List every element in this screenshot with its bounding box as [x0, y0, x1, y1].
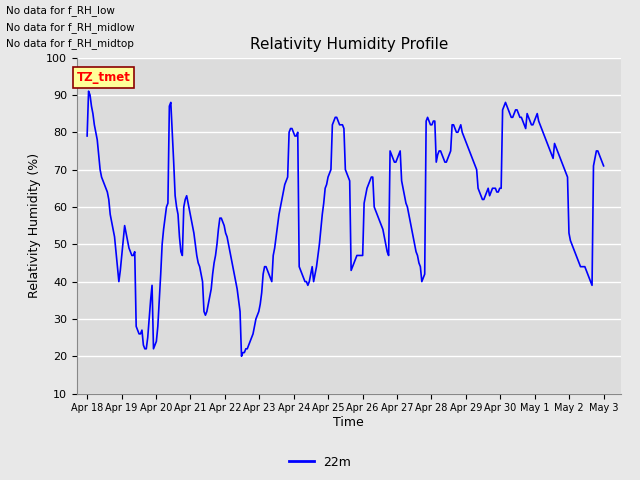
Text: No data for f_RH_midtop: No data for f_RH_midtop: [6, 38, 134, 49]
Text: No data for f_RH_midlow: No data for f_RH_midlow: [6, 22, 135, 33]
Title: Relativity Humidity Profile: Relativity Humidity Profile: [250, 37, 448, 52]
Legend: 22m: 22m: [284, 451, 356, 474]
Text: No data for f_RH_low: No data for f_RH_low: [6, 5, 115, 16]
X-axis label: Time: Time: [333, 416, 364, 429]
Y-axis label: Relativity Humidity (%): Relativity Humidity (%): [28, 153, 40, 298]
Text: TZ_tmet: TZ_tmet: [77, 71, 131, 84]
